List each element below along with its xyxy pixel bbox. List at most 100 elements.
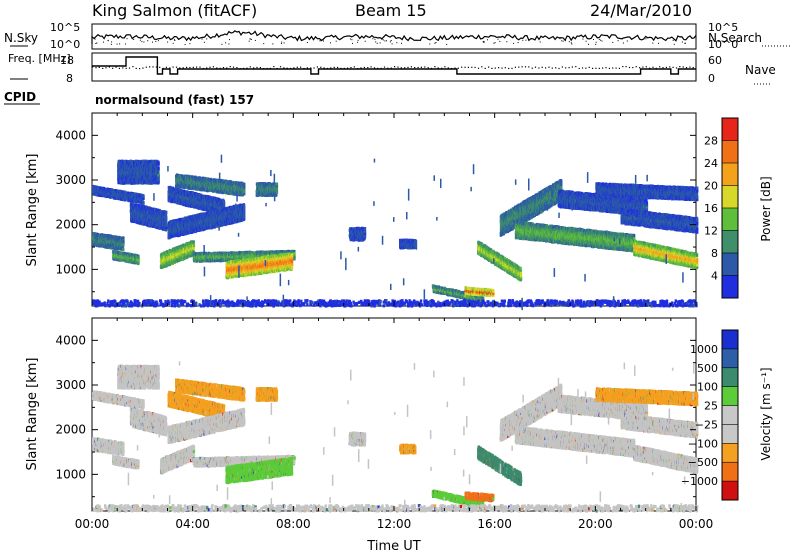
nsearch-point (321, 39, 322, 40)
nave-point (102, 68, 103, 69)
nave-point (99, 67, 100, 68)
nsearch-point (281, 43, 282, 44)
nave-point (448, 67, 449, 68)
nave-point (330, 67, 331, 68)
nave-point (689, 67, 690, 68)
nsearch-point (281, 42, 282, 43)
nsearch-point (372, 38, 373, 39)
nave-point (485, 68, 486, 69)
nave-point (592, 68, 593, 69)
nave-point (297, 67, 298, 68)
nave-point (629, 67, 630, 68)
nave-point (206, 67, 207, 68)
nave-point (602, 68, 603, 69)
nave-point (156, 66, 157, 67)
nsearch-point (582, 39, 583, 40)
nave-point (193, 67, 194, 68)
nave-point (501, 68, 502, 69)
nave-point (525, 66, 526, 67)
nave-point (397, 67, 398, 68)
nave-point (434, 66, 435, 67)
nsearch-point (673, 40, 674, 41)
nave-point (357, 68, 358, 69)
nave-point (458, 68, 459, 69)
nsearch-point (446, 44, 447, 45)
nsearch-point (320, 40, 321, 41)
nave-point (542, 67, 543, 68)
nsearch-point (569, 41, 570, 42)
nsearch-point (506, 41, 507, 42)
nsearch-point (518, 42, 519, 43)
nsearch-point (174, 40, 175, 41)
nave-point (401, 67, 402, 68)
nave-point (552, 68, 553, 69)
nsearch-point (284, 42, 285, 43)
nave-point (253, 67, 254, 68)
nave-point (394, 66, 395, 67)
nsearch-point (375, 39, 376, 40)
nave-point (176, 67, 177, 68)
nsearch-point (599, 39, 600, 40)
nave-point (236, 67, 237, 68)
nave-point (562, 66, 563, 67)
nave-point (384, 67, 385, 68)
nave-point (337, 67, 338, 68)
nave-point (505, 67, 506, 68)
nsearch-point (391, 40, 392, 41)
freq-trace (92, 57, 696, 74)
freq-ytick-bottom: 8 (66, 72, 73, 85)
nave-point (686, 67, 687, 68)
nave-point (522, 66, 523, 67)
nsearch-point (272, 43, 273, 44)
nsearch-point (392, 43, 393, 44)
nsearch-point (495, 42, 496, 43)
nsearch-point (263, 43, 264, 44)
nave-point (582, 67, 583, 68)
nave-point (287, 68, 288, 69)
nave-point (223, 67, 224, 68)
nave-ytick-bottom: 0 (708, 72, 715, 85)
nave-point (95, 67, 96, 68)
nave-point (256, 67, 257, 68)
nave-point (391, 68, 392, 69)
nave-point (421, 67, 422, 68)
nsearch-point (117, 44, 118, 45)
nsearch-point (375, 41, 376, 42)
nave-point (451, 68, 452, 69)
nave-point (673, 67, 674, 68)
nsearch-point (623, 43, 624, 44)
nave-point (515, 67, 516, 68)
nave-point (454, 68, 455, 69)
nave-point (508, 68, 509, 69)
nsearch-point (499, 41, 500, 42)
nsearch-point (593, 39, 594, 40)
nsearch-point (127, 38, 128, 39)
nave-point (518, 67, 519, 68)
nave-point (179, 67, 180, 68)
noise-panel: N.Sky N.Search 10^5 10^0 10^5 10^0 (4, 21, 790, 51)
nsearch-point (365, 41, 366, 42)
cpid-label: CPID (4, 90, 36, 104)
nave-point (136, 68, 137, 69)
nsearch-point (652, 43, 653, 44)
nave-point (226, 67, 227, 68)
nsearch-point (358, 40, 359, 41)
nsearch-point (622, 38, 623, 39)
nave-point (142, 68, 143, 69)
nave-point (105, 67, 106, 68)
nave-point (216, 67, 217, 68)
nsearch-point (420, 40, 421, 41)
nave-point (173, 67, 174, 68)
nsearch-point (522, 40, 523, 41)
nsearch-point (565, 40, 566, 41)
nsearch-point (540, 42, 541, 43)
nave-point (189, 67, 190, 68)
nave-point (324, 67, 325, 68)
nave-point (112, 68, 113, 69)
nave-point (230, 66, 231, 67)
nave-point (344, 68, 345, 69)
nave-point (371, 66, 372, 67)
nave-point (535, 67, 536, 68)
nsearch-point (250, 39, 251, 40)
nave-point (407, 67, 408, 68)
